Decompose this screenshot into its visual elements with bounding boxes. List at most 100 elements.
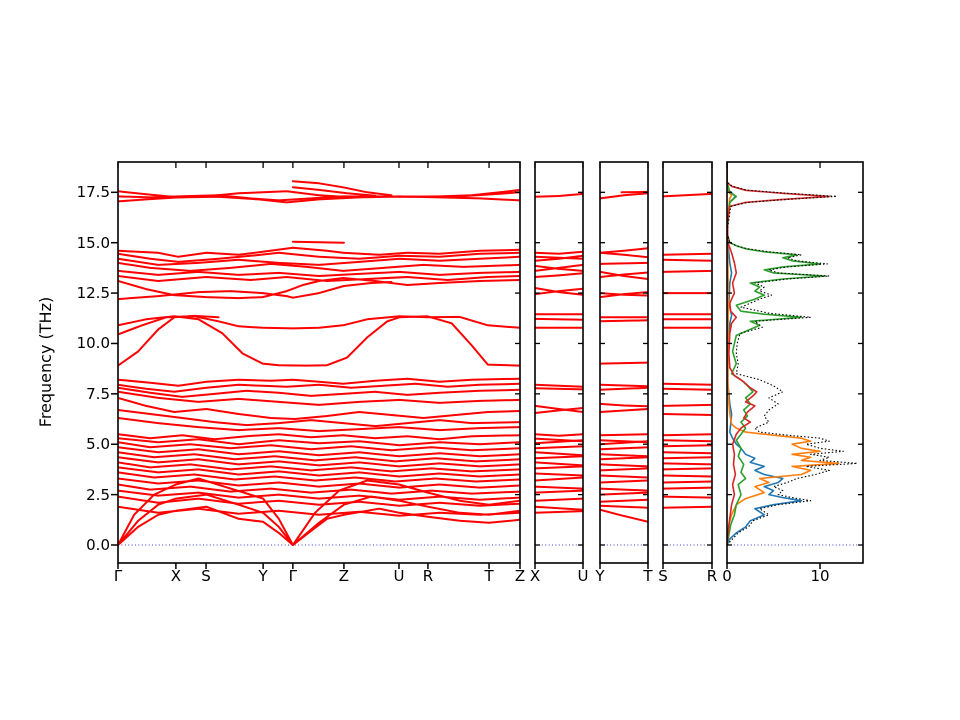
- x-tick-label-SR: S: [658, 567, 668, 585]
- y-tick-label: 7.5: [86, 384, 110, 403]
- phonon-band-line: [535, 192, 583, 198]
- pdos-blue-curve: [727, 162, 803, 546]
- phonon-band-line: [535, 465, 583, 470]
- panel-frame: [117, 161, 521, 564]
- phonon-band-line: [535, 497, 583, 502]
- phonon-band-line: [600, 504, 648, 509]
- phonon-band-line: [663, 474, 712, 478]
- phonon-band-line: [535, 445, 583, 450]
- phonon-band-line: [663, 252, 712, 256]
- x-tick-label-main: Γ: [113, 567, 123, 585]
- phonon-band-line: [663, 269, 712, 273]
- band-panel-YT: [599, 161, 649, 569]
- phonon-band-line: [118, 489, 520, 501]
- phonon-band-line: [663, 467, 712, 471]
- phonon-band-line: [600, 433, 648, 437]
- panel-frame: [662, 161, 713, 564]
- band-panel-SR: [662, 161, 713, 569]
- phonon-band-line: [600, 361, 648, 365]
- y-axis-title: Frequency (THz): [36, 296, 55, 428]
- phonon-band-line: [535, 272, 583, 278]
- phonon-band-line: [118, 417, 520, 433]
- phonon-band-line: [118, 269, 520, 277]
- phonon-band-line: [118, 471, 520, 483]
- phonon-band-line: [535, 387, 583, 391]
- phonon-band-line: [118, 290, 294, 301]
- phonon-band-line: [535, 461, 583, 467]
- phonon-band-line: [600, 453, 648, 458]
- phonon-band-line: [118, 441, 520, 452]
- phonon-band-line: [118, 314, 220, 367]
- phonon-band-line: [663, 505, 712, 509]
- phonon-band-line: [118, 396, 520, 420]
- phonon-band-line: [118, 277, 520, 300]
- phonon-band-line: [600, 402, 648, 408]
- panel-frame: [726, 161, 864, 564]
- pdos-green-curve: [727, 162, 826, 546]
- phonon-band-line: [535, 254, 583, 262]
- phonon-band-line: [535, 439, 583, 445]
- phonon-band-line: [118, 437, 520, 447]
- phonon-band-line: [535, 489, 583, 494]
- panel-frame: [534, 161, 584, 564]
- phonon-band-line: [663, 413, 712, 416]
- phonon-band-line: [600, 261, 648, 265]
- phonon-band-line: [663, 480, 712, 484]
- phonon-band-line: [600, 487, 648, 492]
- x-tick-label-dos: 10: [810, 567, 830, 585]
- y-tick-label: 10.0: [76, 334, 110, 353]
- phonon-band-line: [600, 251, 648, 259]
- phonon-band-line: [600, 440, 648, 446]
- phonon-band-line: [118, 386, 520, 398]
- pdos-orange-curve: [727, 162, 840, 546]
- phonon-band-line: [535, 433, 583, 437]
- phonon-band-line: [600, 491, 648, 496]
- phonon-band-line: [535, 510, 583, 514]
- phonon-band-line: [118, 466, 520, 478]
- band-panel-main: [111, 161, 521, 569]
- phonon-band-line: [663, 486, 712, 490]
- phonon-band-line: [118, 451, 520, 463]
- x-tick-label-main: U: [393, 567, 405, 585]
- phonon-band-line: [291, 281, 393, 299]
- x-tick-label-main: R: [422, 567, 434, 585]
- phonon-band-line: [535, 505, 583, 511]
- phonon-band-line: [118, 483, 520, 495]
- phonon-band-line: [118, 261, 520, 272]
- total-dos-curve: [727, 162, 858, 546]
- phonon-band-line: [535, 472, 583, 477]
- phonon-band-line: [535, 250, 583, 255]
- phonon-band-line: [118, 446, 520, 458]
- y-tick-label: 12.5: [76, 284, 110, 303]
- x-tick-label-YT: Y: [595, 567, 605, 585]
- phonon-band-line: [118, 251, 520, 263]
- phonon-band-line: [600, 508, 648, 523]
- phonon-band-line: [118, 456, 520, 468]
- phonon-band-line: [600, 383, 648, 388]
- phonon-band-line: [663, 439, 712, 443]
- phonon-band-line: [600, 319, 648, 323]
- x-tick-label-main: Y: [258, 567, 268, 585]
- phonon-band-line: [600, 270, 648, 280]
- phonon-band-line: [535, 451, 583, 457]
- phonon-band-line: [118, 377, 520, 387]
- x-tick-label-SR: R: [706, 567, 718, 585]
- phonon-band-line: [535, 383, 583, 388]
- phonon-band-line: [600, 446, 648, 451]
- x-tick-label-YT: T: [643, 567, 653, 585]
- phonon-band-line: [535, 263, 583, 272]
- phonon-band-line: [663, 403, 712, 407]
- phonon-band-line: [535, 404, 583, 413]
- y-tick-label: 0.0: [86, 536, 110, 554]
- phonon-band-line: [600, 192, 648, 200]
- phonon-band-line: [600, 467, 648, 472]
- phonon-band-line: [600, 386, 648, 391]
- x-tick-label-main: Γ: [288, 567, 298, 585]
- x-tick-label-XU: X: [529, 567, 541, 585]
- phonon-band-line: [600, 291, 648, 299]
- y-tick-label: 17.5: [76, 183, 110, 202]
- phonon-band-line: [663, 192, 712, 198]
- phonon-band-line: [600, 271, 648, 278]
- panel-frame: [599, 161, 649, 564]
